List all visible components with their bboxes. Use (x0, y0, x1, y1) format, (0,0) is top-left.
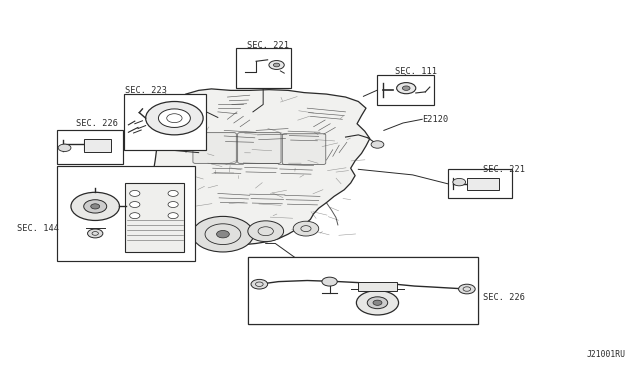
Circle shape (146, 102, 203, 135)
Text: SEC. 144: SEC. 144 (17, 224, 59, 233)
Bar (125, 183, 184, 252)
Circle shape (168, 202, 178, 208)
Bar (448, 169, 511, 198)
FancyBboxPatch shape (193, 133, 236, 163)
Text: J21001RU: J21001RU (586, 350, 625, 359)
Circle shape (130, 190, 140, 196)
Circle shape (130, 213, 140, 219)
Circle shape (84, 200, 107, 213)
Circle shape (367, 297, 388, 309)
Text: SEC. 221: SEC. 221 (483, 165, 525, 174)
Circle shape (322, 277, 337, 286)
Bar (378, 75, 434, 105)
FancyBboxPatch shape (282, 134, 326, 164)
Bar (248, 257, 478, 324)
Bar (57, 166, 195, 261)
Polygon shape (151, 89, 370, 244)
Circle shape (403, 86, 410, 90)
Circle shape (453, 179, 466, 186)
Bar (124, 94, 206, 150)
Circle shape (356, 291, 399, 315)
Circle shape (130, 202, 140, 208)
Bar (248, 257, 478, 324)
Circle shape (251, 279, 268, 289)
Circle shape (58, 144, 71, 151)
Circle shape (168, 213, 178, 219)
Text: SEC. 226: SEC. 226 (76, 119, 118, 128)
Circle shape (373, 300, 382, 305)
Circle shape (397, 83, 416, 94)
Circle shape (71, 192, 120, 221)
Circle shape (371, 141, 384, 148)
FancyBboxPatch shape (237, 133, 281, 163)
Circle shape (88, 229, 103, 238)
Text: SEC. 223: SEC. 223 (125, 86, 167, 95)
Circle shape (293, 221, 319, 236)
Bar (236, 48, 291, 88)
Text: SEC. 221: SEC. 221 (246, 41, 289, 50)
Bar (57, 131, 124, 164)
Circle shape (269, 61, 284, 70)
Circle shape (273, 63, 280, 67)
Text: SEC. 226: SEC. 226 (483, 294, 525, 302)
Circle shape (192, 217, 253, 252)
Circle shape (159, 109, 190, 128)
Bar (467, 178, 499, 189)
Circle shape (91, 204, 100, 209)
Bar (84, 138, 111, 151)
Bar (358, 282, 397, 291)
Circle shape (216, 231, 229, 238)
Text: SEC. 111: SEC. 111 (396, 67, 437, 76)
Text: E2120: E2120 (422, 115, 449, 124)
Circle shape (248, 221, 284, 241)
Circle shape (168, 190, 178, 196)
Circle shape (459, 284, 475, 294)
